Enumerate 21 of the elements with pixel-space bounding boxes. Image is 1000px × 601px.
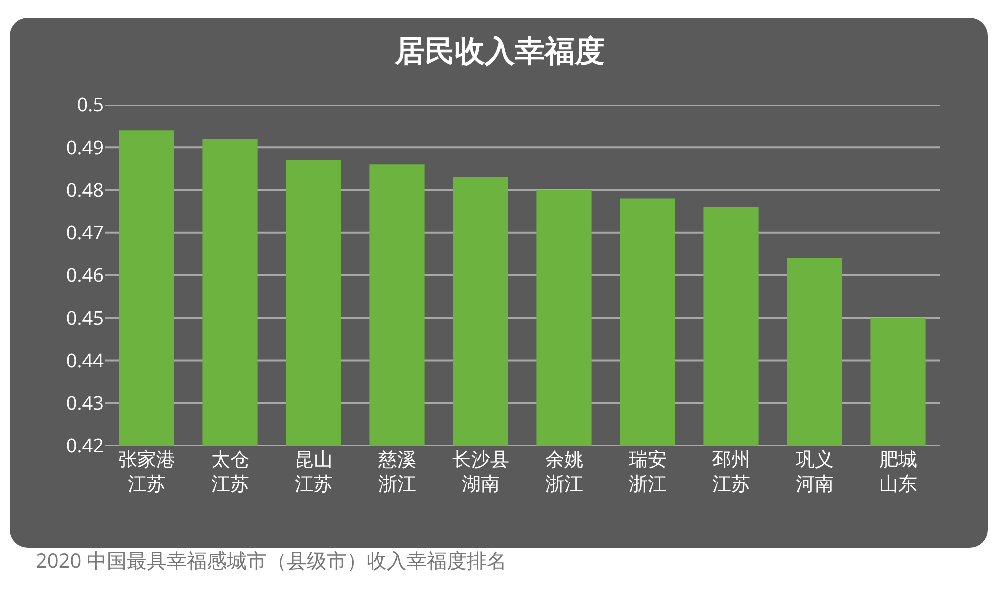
y-tick-label: 0.47 bbox=[66, 220, 104, 246]
x-tick-label: 余姚浙江 bbox=[545, 446, 584, 497]
y-tick-label: 0.46 bbox=[66, 262, 104, 288]
x-tick-label: 太仓江苏 bbox=[211, 446, 250, 497]
text: 2020 中国最具幸福感城市（县级市）收入幸福度排名 bbox=[36, 547, 507, 574]
y-tick-label: 0.44 bbox=[66, 347, 104, 374]
x-tick-label: 巩义河南 bbox=[796, 446, 834, 497]
chart-title: 居民收入幸福度 bbox=[394, 34, 605, 70]
y-tick-label: 0.45 bbox=[66, 304, 104, 331]
y-tick-label: 0.49 bbox=[66, 134, 104, 160]
x-tick-label: 昆山江苏 bbox=[294, 446, 333, 497]
x-tick-label: 邳州江苏 bbox=[712, 446, 750, 497]
x-tick-label: 肥城山东 bbox=[879, 446, 918, 497]
y-tick-label: 0.48 bbox=[66, 176, 104, 203]
y-tick-label: 0.43 bbox=[66, 390, 104, 416]
y-tick-label: 0.42 bbox=[66, 432, 104, 459]
x-tick-label: 瑞安浙江 bbox=[628, 446, 667, 497]
x-tick-label: 慈溪浙江 bbox=[377, 446, 416, 497]
y-tick-label: 0.5 bbox=[77, 92, 104, 118]
x-tick-label: 张家港江苏 bbox=[118, 446, 176, 497]
x-tick-label: 长沙县湖南 bbox=[452, 446, 510, 497]
